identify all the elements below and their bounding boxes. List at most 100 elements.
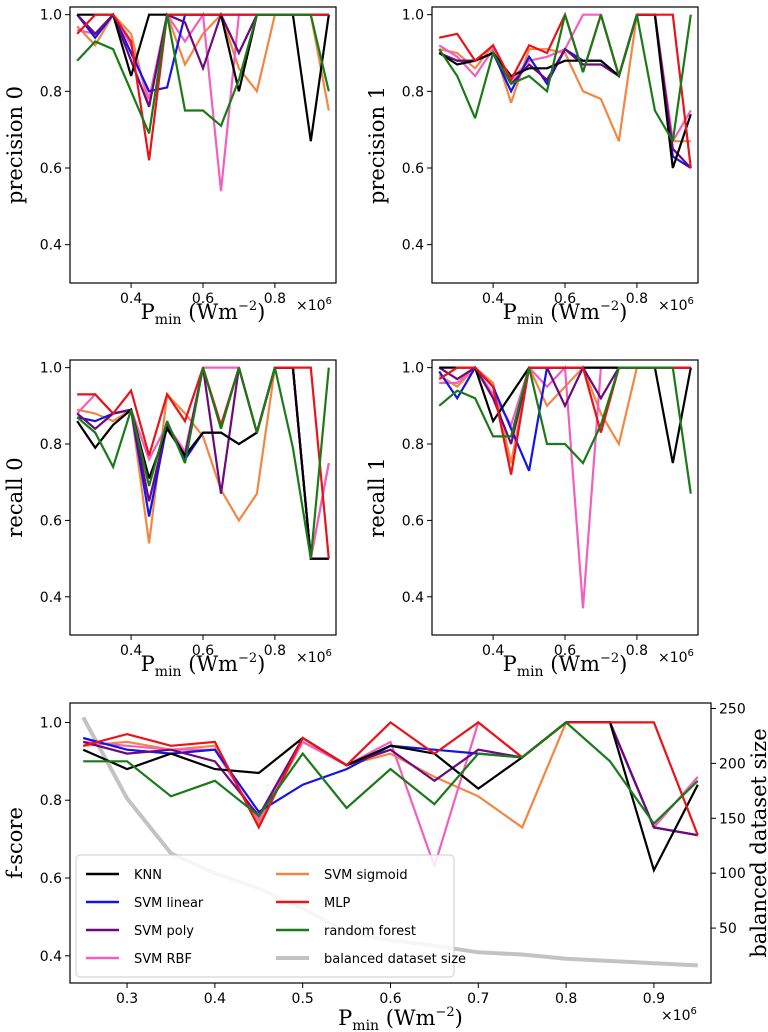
x-tick-label: 0.8 <box>626 643 648 659</box>
y-right-tick-label: 100 <box>719 866 746 882</box>
x-tick-label: 0.4 <box>482 643 504 659</box>
y-right-axis-label: balanced dataset size <box>747 728 768 957</box>
xlabel-exp: −2 <box>238 651 257 666</box>
y-tick-label: 0.4 <box>402 238 424 254</box>
x-tick-label: 0.3 <box>116 991 138 1007</box>
legend-label: random forest <box>324 924 416 939</box>
xlabel-close: ) <box>257 652 265 676</box>
x-axis-label: Pmin (Wm−2) <box>503 651 628 680</box>
y-tick-label: 0.8 <box>40 793 62 809</box>
y-axis-label: precision 0 <box>3 86 27 204</box>
xlabel-base: P <box>141 300 155 324</box>
x-multiplier-base: ×10 <box>661 1008 691 1024</box>
xlabel-base: P <box>503 652 517 676</box>
xlabel-close: ) <box>619 652 627 676</box>
y-tick-label: 1.0 <box>40 715 62 731</box>
series-line-svm-linear <box>438 13 692 169</box>
x-tick-label: 0.8 <box>555 991 577 1007</box>
xlabel-sub: min <box>352 1018 379 1032</box>
x-tick-label: 0.9 <box>643 991 665 1007</box>
x-tick-label: 0.6 <box>554 643 576 659</box>
y-right-tick-label: 250 <box>719 701 746 717</box>
series-line-mlp <box>438 366 691 475</box>
legend-label: SVM RBF <box>134 952 192 967</box>
y-tick-label: 0.8 <box>402 84 424 100</box>
series-line-svm-poly <box>82 721 698 837</box>
x-tick-label: 0.5 <box>292 991 314 1007</box>
y-tick-label: 0.6 <box>40 513 62 529</box>
xlabel-unit: (Wm <box>379 1006 435 1030</box>
y-tick-label: 1.0 <box>40 361 62 377</box>
x-tick-label: 0.4 <box>482 291 504 307</box>
x-tick-label: 0.6 <box>192 643 214 659</box>
axes-frame <box>431 359 699 636</box>
series-line-random-forest <box>438 14 692 142</box>
series-line-random-forest <box>83 720 699 826</box>
y-axis-label: f-score <box>3 807 27 879</box>
y-tick-label: 0.4 <box>40 949 62 965</box>
series-line-svm-sigmoid <box>76 12 330 111</box>
legend-item: random forest <box>276 924 416 939</box>
series-line-svm-poly <box>438 13 692 169</box>
legend-label: SVM poly <box>134 924 194 939</box>
x-multiplier-base: ×10 <box>296 298 326 314</box>
x-multiplier-base: ×10 <box>296 650 326 666</box>
x-tick-label: 0.7 <box>467 991 489 1007</box>
legend-item: SVM poly <box>86 924 194 939</box>
y-tick-label: 0.4 <box>40 238 62 254</box>
y-tick-label: 0.8 <box>40 84 62 100</box>
xlabel-base: P <box>503 300 517 324</box>
xlabel-exp: −2 <box>600 651 619 666</box>
y-axis-label: recall 1 <box>365 457 389 537</box>
y-right-tick-label: 50 <box>719 921 737 937</box>
chart-fs: 0.3 0.4 0.5 0.6 0.7 0.8 0.9 0.4 0.6 0.8 1.0 50 100 15… <box>3 701 768 1032</box>
x-multiplier-exp: 6 <box>326 296 332 307</box>
plot-area-r0 <box>76 366 330 560</box>
series-line-mlp <box>438 11 692 169</box>
chart-r0: 0.4 0.6 0.8 0.4 0.6 0.8 1.0 recall 0 Pmin (Wm−2)… <box>3 359 337 680</box>
series-line-svm-sigmoid <box>438 13 691 143</box>
x-tick-label: 0.4 <box>120 643 142 659</box>
legend-label: balanced dataset size <box>324 952 466 967</box>
xlabel-unit: (Wm <box>544 300 600 324</box>
y-tick-label: 0.6 <box>402 513 424 529</box>
y-tick-label: 0.6 <box>40 871 62 887</box>
y-axis-label: precision 1 <box>365 86 389 204</box>
x-multiplier-exp: 6 <box>688 648 694 659</box>
x-multiplier-exp: 6 <box>688 296 694 307</box>
xlabel-unit: (Wm <box>182 652 238 676</box>
series-line-mlp <box>76 13 329 161</box>
x-axis-label: Pmin (Wm−2) <box>141 651 266 680</box>
series-line-svm-linear <box>82 721 698 837</box>
series-line-mlp <box>82 720 699 836</box>
legend-label: MLP <box>324 896 350 911</box>
series-line-svm-sigmoid <box>83 721 698 837</box>
plot-area-fs <box>81 716 699 968</box>
plot-area-p0 <box>76 11 330 192</box>
xlabel-base: P <box>141 652 155 676</box>
xlabel-sub: min <box>155 664 182 680</box>
series-line-knn <box>438 13 692 169</box>
legend-label: SVM sigmoid <box>324 868 408 883</box>
y-tick-label: 0.6 <box>402 161 424 177</box>
chart-p0: 0.4 0.6 0.8 0.4 0.6 0.8 1.0 precision 0 Pmin (Wm… <box>3 6 337 328</box>
x-multiplier-base: ×10 <box>658 650 688 666</box>
x-multiplier: ×106 <box>658 648 694 666</box>
legend-item: SVM RBF <box>86 952 192 967</box>
xlabel-close: ) <box>619 300 627 324</box>
x-tick-label: 0.8 <box>626 291 648 307</box>
y-right-tick-label: 200 <box>719 756 746 772</box>
y-tick-label: 0.8 <box>402 437 424 453</box>
xlabel-exp: −2 <box>435 1005 454 1020</box>
legend-item: SVM linear <box>86 896 204 911</box>
x-tick-label: 0.6 <box>379 991 401 1007</box>
x-multiplier-exp: 6 <box>326 648 332 659</box>
x-tick-label: 0.4 <box>204 991 226 1007</box>
y-tick-label: 0.8 <box>40 437 62 453</box>
x-tick-label: 0.8 <box>264 643 286 659</box>
x-tick-label: 0.4 <box>120 291 142 307</box>
y-tick-label: 1.0 <box>402 361 424 377</box>
y-tick-label: 1.0 <box>402 8 424 24</box>
y-right-tick-label: 150 <box>719 811 746 827</box>
y-tick-label: 0.6 <box>40 161 62 177</box>
